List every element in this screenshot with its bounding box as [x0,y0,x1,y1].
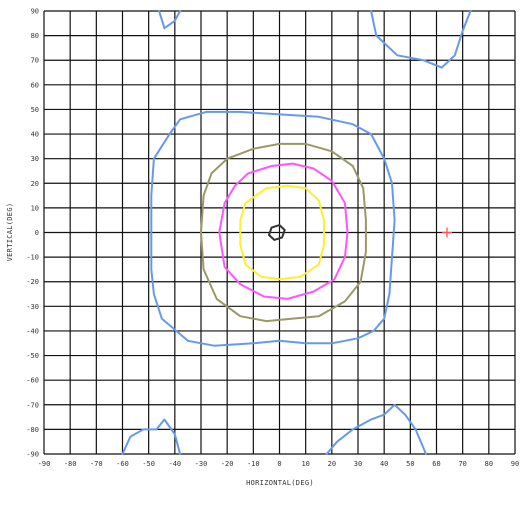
x-tick-label: -90 [38,460,51,468]
y-tick-label: 20 [31,180,39,188]
y-tick-label: -40 [26,327,39,335]
tick-labels: -90 -80 -70 -60 -50 -40 -30 -20 -10 0 10 20 30 40 50 60… [26,8,519,469]
y-tick-label: 10 [31,204,39,212]
x-tick-label: -40 [169,460,182,468]
contour-line [158,10,182,30]
contour-lines [121,10,472,455]
y-tick-label: 40 [31,131,39,139]
y-tick-label: 60 [31,81,39,89]
x-tick-label: 20 [328,460,336,468]
x-tick-label: 50 [406,460,414,468]
x-tick-label: -70 [90,460,103,468]
x-tick-label: 10 [301,460,309,468]
y-axis-title: VERTICAL(DEG) [6,203,14,262]
y-tick-label: -80 [26,426,39,434]
contour-line [239,184,325,281]
y-tick-label: -70 [26,401,39,409]
x-tick-label: 70 [458,460,466,468]
y-tick-label: 50 [31,106,39,114]
x-tick-label: 40 [380,460,388,468]
x-tick-label: -30 [195,460,208,468]
markers [441,227,452,238]
y-tick-label: 30 [31,155,39,163]
x-tick-label: 30 [354,460,362,468]
x-tick-label: -20 [221,460,234,468]
grid [43,10,516,455]
y-tick-label: 80 [31,32,39,40]
contour-line [150,110,396,347]
contour-line [370,10,472,69]
x-tick-label: -80 [64,460,77,468]
contour-line [268,224,286,241]
y-tick-label: -60 [26,377,39,385]
x-axis-title: HORIZONTAL(DEG) [246,479,314,487]
y-tick-label: 90 [31,8,39,16]
contour-line [200,142,367,323]
x-tick-label: -60 [116,460,129,468]
x-tick-label: -10 [247,460,260,468]
x-tick-label: -50 [142,460,155,468]
y-tick-label: -10 [26,254,39,262]
contour-line [325,403,427,455]
x-tick-label: 60 [432,460,440,468]
plus-marker [441,227,452,238]
x-tick-label: 90 [511,460,519,468]
contour-line [218,162,349,300]
y-tick-label: -90 [26,451,39,459]
y-tick-label: -20 [26,278,39,286]
y-tick-label: 70 [31,57,39,65]
x-tick-label: 80 [485,460,493,468]
y-tick-label: -30 [26,303,39,311]
x-tick-label: 0 [277,460,281,468]
y-tick-label: -50 [26,352,39,360]
contour-line [121,418,182,455]
y-tick-label: 0 [35,229,39,237]
